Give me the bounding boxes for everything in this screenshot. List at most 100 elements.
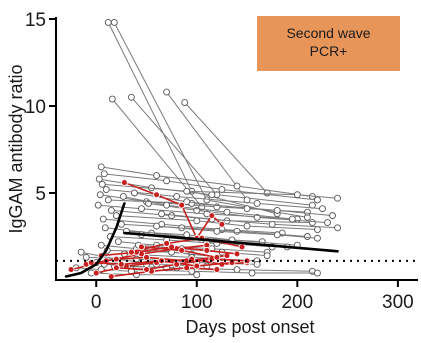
gray-data-point — [163, 88, 171, 96]
gray-data-point — [324, 219, 331, 227]
gray-data-point — [218, 186, 226, 193]
gray-data-point — [158, 210, 166, 218]
gray-data-point — [104, 196, 112, 204]
red-data-point — [127, 248, 135, 256]
red-data-point — [218, 220, 226, 228]
gray-data-point — [97, 163, 105, 171]
red-data-point — [112, 255, 120, 263]
badge-line-1: Second wave — [286, 25, 370, 41]
gray-data-point — [130, 189, 138, 197]
gray-data-point — [243, 205, 251, 213]
red-data-point — [178, 201, 186, 209]
second-wave-badge: Second wave PCR+ — [257, 16, 400, 71]
badge-background — [257, 16, 400, 71]
y-ticks: 5 10 15 — [25, 10, 56, 205]
gray-data-point — [138, 205, 145, 213]
x-tick-label: 0 — [91, 292, 102, 313]
gray-data-point — [193, 217, 201, 225]
gray-series-line — [101, 166, 313, 197]
gray-data-point — [173, 193, 181, 200]
red-data-point — [138, 243, 145, 251]
gray-data-point — [303, 233, 311, 240]
gray-data-point — [119, 193, 127, 200]
red-data-point — [163, 240, 171, 247]
gray-data-point — [153, 222, 161, 230]
y-axis-title: IgGAM antibody ratio — [6, 64, 26, 233]
gray-data-point — [334, 194, 342, 202]
x-axis-title: Days post onset — [185, 317, 314, 337]
fit-line — [64, 202, 126, 278]
gray-data-point — [108, 95, 116, 103]
gray-data-point — [273, 206, 281, 214]
x-tick-label: 100 — [181, 292, 213, 313]
red-data-point — [112, 264, 120, 272]
red-data-point — [143, 253, 150, 261]
y-tick-label: 10 — [25, 97, 46, 118]
gray-data-point — [208, 191, 216, 199]
red-data-point — [143, 266, 150, 274]
gray-data-point — [203, 196, 211, 204]
gray-data-point — [213, 227, 221, 235]
gray-data-point — [110, 19, 118, 26]
gray-data-point — [293, 191, 301, 199]
gray-data-point — [313, 196, 321, 204]
red-data-point — [173, 260, 181, 268]
gray-data-point — [96, 191, 104, 199]
red-data-point — [203, 246, 211, 254]
gray-data-point — [127, 93, 135, 101]
gray-data-point — [243, 222, 251, 230]
gray-series-line — [156, 225, 318, 239]
red-data-point — [120, 179, 128, 187]
y-tick-label: 15 — [25, 10, 46, 31]
gray-series-line — [106, 189, 323, 210]
gray-data-point — [181, 99, 189, 106]
gray-data-point — [94, 201, 102, 209]
gray-data-point — [233, 182, 241, 190]
gray-series-line — [126, 230, 298, 246]
red-data-point — [153, 191, 161, 199]
gray-series-line — [166, 91, 248, 201]
gray-data-point — [183, 187, 191, 195]
red-data-point — [213, 253, 221, 261]
gray-data-point — [288, 215, 296, 223]
gray-data-point — [99, 215, 107, 223]
badge-line-2: PCR+ — [310, 43, 348, 59]
gray-data-point — [100, 170, 108, 178]
gray-data-point — [334, 224, 342, 232]
red-data-point — [238, 243, 246, 251]
red-data-point — [208, 212, 216, 220]
gray-data-point — [303, 208, 311, 216]
x-tick-label: 300 — [382, 292, 414, 313]
gray-data-point — [82, 253, 90, 261]
gray-data-point — [223, 208, 231, 216]
fit-lines-group — [64, 202, 339, 278]
red-series-group — [67, 179, 251, 280]
red-data-point — [92, 269, 100, 277]
gray-data-point — [253, 260, 261, 268]
gray-data-point — [163, 177, 171, 185]
gray-data-point — [253, 199, 261, 207]
gray-data-point — [263, 252, 271, 260]
gray-data-point — [273, 231, 281, 239]
gray-data-point — [101, 224, 109, 232]
gray-data-point — [308, 219, 316, 227]
gray-data-point — [97, 241, 105, 249]
red-data-point — [178, 246, 186, 254]
gray-data-point — [313, 234, 321, 242]
red-data-point — [213, 266, 221, 274]
gray-series-line — [184, 102, 268, 194]
red-series-line — [111, 266, 217, 278]
gray-data-point — [102, 186, 110, 193]
gray-data-point — [313, 269, 321, 277]
gray-data-point — [268, 220, 276, 228]
gray-data-point — [153, 172, 161, 180]
red-data-point — [193, 262, 201, 270]
gray-data-point — [183, 198, 191, 206]
gray-data-point — [98, 180, 106, 188]
gray-data-point — [233, 227, 241, 235]
gray-series-line — [104, 173, 318, 201]
gray-series-line — [102, 183, 338, 199]
gray-data-point — [313, 226, 321, 233]
gray-data-point — [319, 205, 326, 213]
